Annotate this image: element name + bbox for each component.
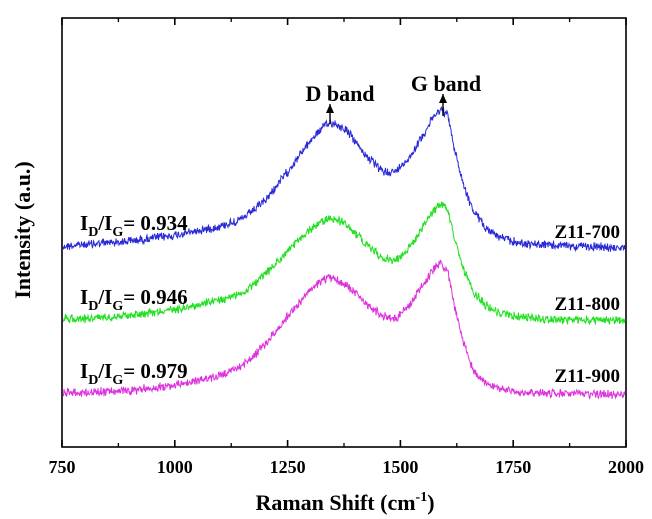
sample-label: Z11-800: [555, 294, 620, 315]
x-axis-label-main: Raman Shift (cm: [255, 490, 415, 515]
x-axis-label: Raman Shift (cm-1): [255, 490, 434, 515]
series-layer: [62, 106, 626, 400]
intensity-ratio-label: ID/IG= 0.934: [80, 211, 188, 240]
series-line-z11-800: [63, 201, 626, 326]
x-tick-label: 1750: [495, 457, 531, 477]
annotation-layer: D band G band ID/IG= 0.934 ID/IG= 0.946 ID/I…: [80, 71, 620, 388]
x-axis-label-close: ): [427, 490, 434, 515]
series-line-z11-700: [62, 106, 626, 253]
x-tick-label: 1000: [157, 457, 193, 477]
g-band-label: G band: [411, 71, 481, 96]
sample-label: Z11-700: [555, 222, 620, 243]
d-band-label: D band: [305, 81, 374, 106]
ticks-layer: 750 1000 1250 1500 1750 2000: [49, 18, 644, 477]
y-axis-label: Intensity (a.u.): [10, 161, 35, 299]
x-tick-label: 1250: [270, 457, 306, 477]
x-tick-label: 1500: [382, 457, 418, 477]
series-line-z11-900: [62, 259, 626, 400]
x-tick-label: 750: [49, 457, 76, 477]
x-axis-label-sup: -1: [416, 490, 428, 505]
sample-label: Z11-900: [555, 366, 620, 387]
d-band-arrow-head: [326, 104, 334, 113]
intensity-ratio-label: ID/IG= 0.946: [80, 285, 188, 314]
g-band-arrow-head: [439, 94, 447, 103]
x-tick-label: 2000: [608, 457, 644, 477]
intensity-ratio-label: ID/IG= 0.979: [80, 359, 188, 388]
